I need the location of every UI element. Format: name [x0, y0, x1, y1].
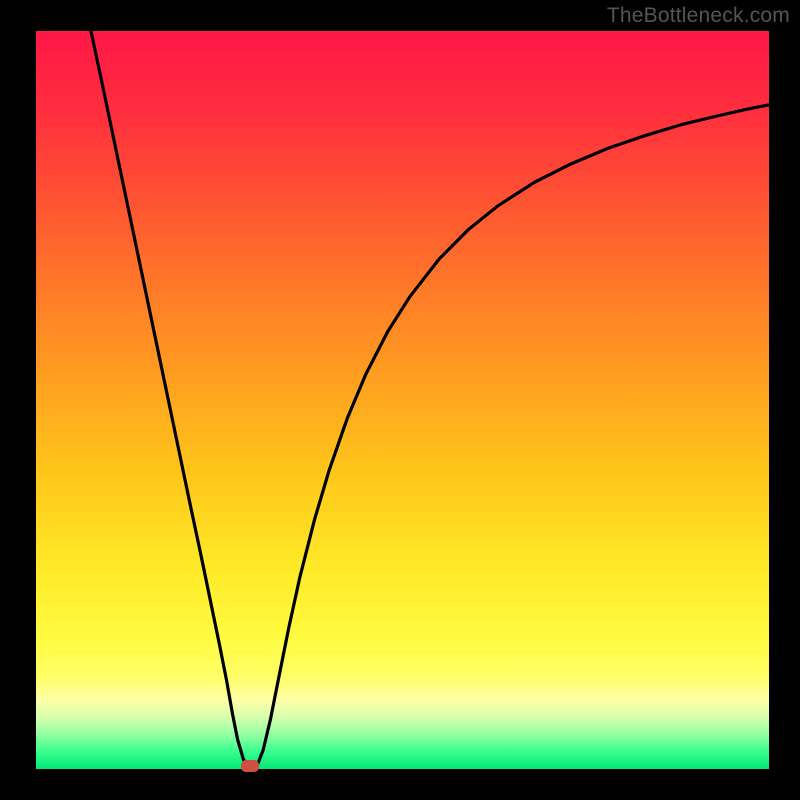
plot-area [36, 31, 769, 772]
watermark-text: TheBottleneck.com [607, 4, 790, 28]
chart-svg [0, 0, 800, 800]
gradient-background [36, 31, 769, 769]
minimum-marker [241, 760, 259, 772]
chart-root: TheBottleneck.com [0, 0, 800, 800]
